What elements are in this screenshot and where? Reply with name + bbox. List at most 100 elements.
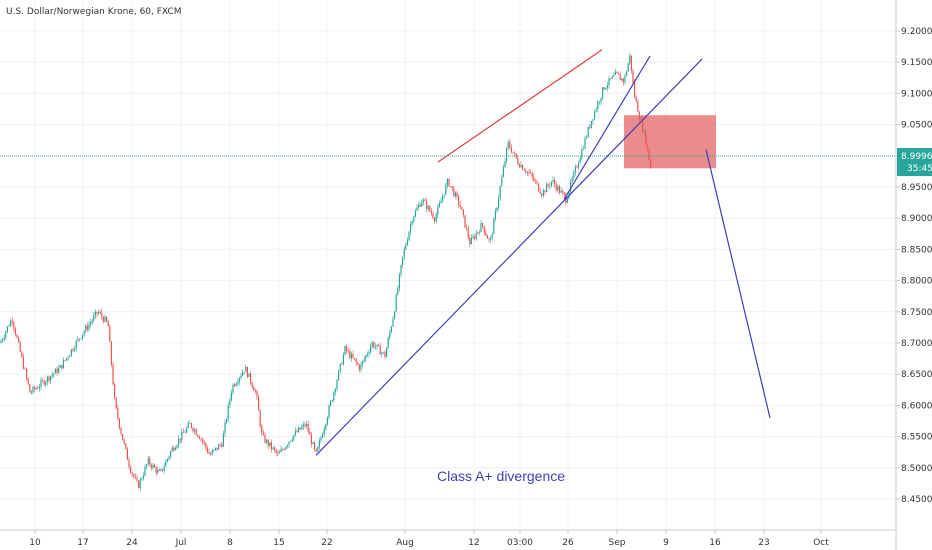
candle-body [496, 207, 498, 212]
candle-body [336, 380, 338, 389]
supply-zone-rect[interactable] [624, 115, 716, 169]
candle-body [171, 447, 173, 452]
price-axis[interactable]: 9.200009.150009.100009.050009.000008.950… [896, 27, 932, 505]
candle-body [11, 320, 13, 323]
candle-body [157, 469, 159, 473]
candle-body [272, 447, 274, 449]
candle-body [645, 130, 647, 146]
candle-body [219, 444, 221, 446]
candle-body [504, 161, 506, 168]
candle-body [365, 355, 367, 360]
candle-body [310, 434, 312, 444]
candle-body [427, 205, 429, 210]
candle-body [24, 368, 26, 370]
candle-body [290, 440, 292, 442]
time-tick-label: 8 [227, 538, 233, 548]
blue-trendline[interactable] [315, 58, 703, 456]
candle-body [98, 312, 100, 314]
divergence-annotation[interactable]: Class A+ divergence [437, 468, 565, 484]
candle-body [528, 171, 530, 173]
candle-body [190, 423, 192, 428]
candle-body [605, 87, 607, 90]
time-tick-label: 26 [562, 538, 574, 548]
candle-body [256, 391, 258, 397]
candle-body [574, 166, 576, 172]
candle-body [563, 192, 565, 196]
blue-trendline[interactable] [705, 149, 771, 419]
candle-body [174, 448, 176, 451]
candle-body [424, 199, 426, 201]
time-tick-label: Jul [175, 538, 187, 548]
candle-body [542, 190, 544, 196]
time-axis[interactable]: 10 17 24 Jul 8 15 22 Aug 12 03:00 26 Sep 9 16 23 Oct [29, 530, 829, 548]
candle-body [285, 446, 287, 450]
candle-body [26, 369, 28, 379]
candle-body [266, 439, 268, 443]
price-tick-label: 8.45000 [901, 495, 932, 505]
candle-body [288, 441, 290, 446]
candle-body [461, 207, 463, 210]
candle-body [435, 214, 437, 222]
candle-body [392, 318, 394, 327]
candle-body [530, 172, 532, 174]
candle-body [520, 164, 522, 168]
candle-body [77, 338, 79, 341]
candle-body [395, 294, 397, 312]
candle-body [363, 359, 365, 362]
candle-body [3, 337, 5, 340]
candle-body [283, 449, 285, 450]
last-price-tag-box [897, 148, 932, 177]
candle-body [267, 439, 269, 446]
candle-body [142, 475, 144, 479]
candle-body [526, 171, 528, 173]
candle-body [16, 334, 18, 338]
candle-body [490, 237, 492, 240]
candle-body [429, 205, 431, 212]
candle-body [43, 380, 45, 385]
candle-body [245, 367, 247, 372]
candle-body [643, 130, 645, 132]
candle-body [360, 364, 362, 370]
candle-body [296, 431, 298, 433]
blue-trendline[interactable] [563, 55, 651, 200]
candle-body [93, 315, 95, 321]
candle-body [341, 363, 343, 365]
candle-body [210, 453, 212, 455]
candle-body [437, 206, 439, 215]
candle-body [149, 458, 151, 465]
candle-body [462, 209, 464, 216]
candle-body [459, 204, 461, 208]
candle-body [237, 382, 239, 384]
candle-body [80, 338, 82, 340]
candle-body [632, 70, 634, 83]
candle-body [246, 367, 248, 378]
candle-body [534, 180, 536, 182]
candle-body [282, 449, 284, 450]
time-tick-label: 24 [126, 538, 138, 548]
red-trendline[interactable] [437, 49, 603, 163]
candle-body [333, 391, 335, 400]
candle-body [106, 316, 108, 322]
candle-body [402, 256, 404, 266]
candle-body [107, 321, 109, 327]
candle-body [8, 326, 10, 327]
candle-body [533, 176, 535, 181]
candle-body [485, 232, 487, 236]
time-tick-label: 22 [321, 538, 332, 548]
candle-body [182, 431, 184, 433]
candle-body [5, 331, 7, 338]
candle-body [594, 111, 596, 120]
candle-body [443, 194, 445, 197]
candle-body [579, 158, 581, 164]
candle-body [378, 344, 380, 346]
candle-body [230, 392, 232, 400]
candle-body [347, 351, 349, 352]
candle-body [299, 427, 301, 430]
candle-body [254, 390, 256, 392]
candle-body [466, 227, 468, 229]
candle-body [150, 464, 152, 468]
candle-body [438, 203, 440, 207]
